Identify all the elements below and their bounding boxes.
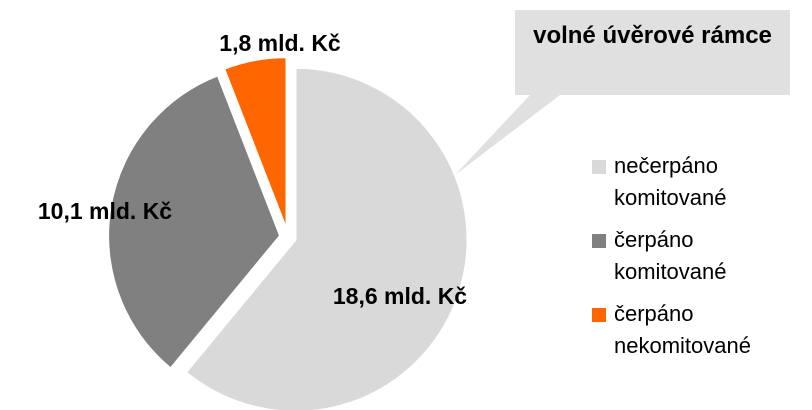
legend-item: čerpáno nekomitované <box>592 298 807 362</box>
legend: nečerpáno komitované čerpáno komitované če… <box>592 150 807 372</box>
legend-label: nečerpáno komitované <box>614 153 727 210</box>
legend-swatch <box>592 308 606 322</box>
pie-slice <box>107 74 282 370</box>
legend-item: čerpáno komitované <box>592 224 807 288</box>
data-label: 18,6 mld. Kč <box>333 283 467 309</box>
legend-label: čerpáno nekomitované <box>614 301 751 358</box>
legend-swatch <box>592 234 606 248</box>
pie-slice <box>222 56 288 230</box>
legend-label: čerpáno komitované <box>614 227 727 284</box>
legend-swatch <box>592 160 606 174</box>
data-label: 10,1 mld. Kč <box>38 198 172 224</box>
pie-slice <box>184 66 469 410</box>
data-label: 1,8 mld. Kč <box>219 30 341 56</box>
annotation: volné úvěrové rámce <box>533 22 772 49</box>
callout-box <box>455 10 790 175</box>
legend-item: nečerpáno komitované <box>592 150 807 214</box>
